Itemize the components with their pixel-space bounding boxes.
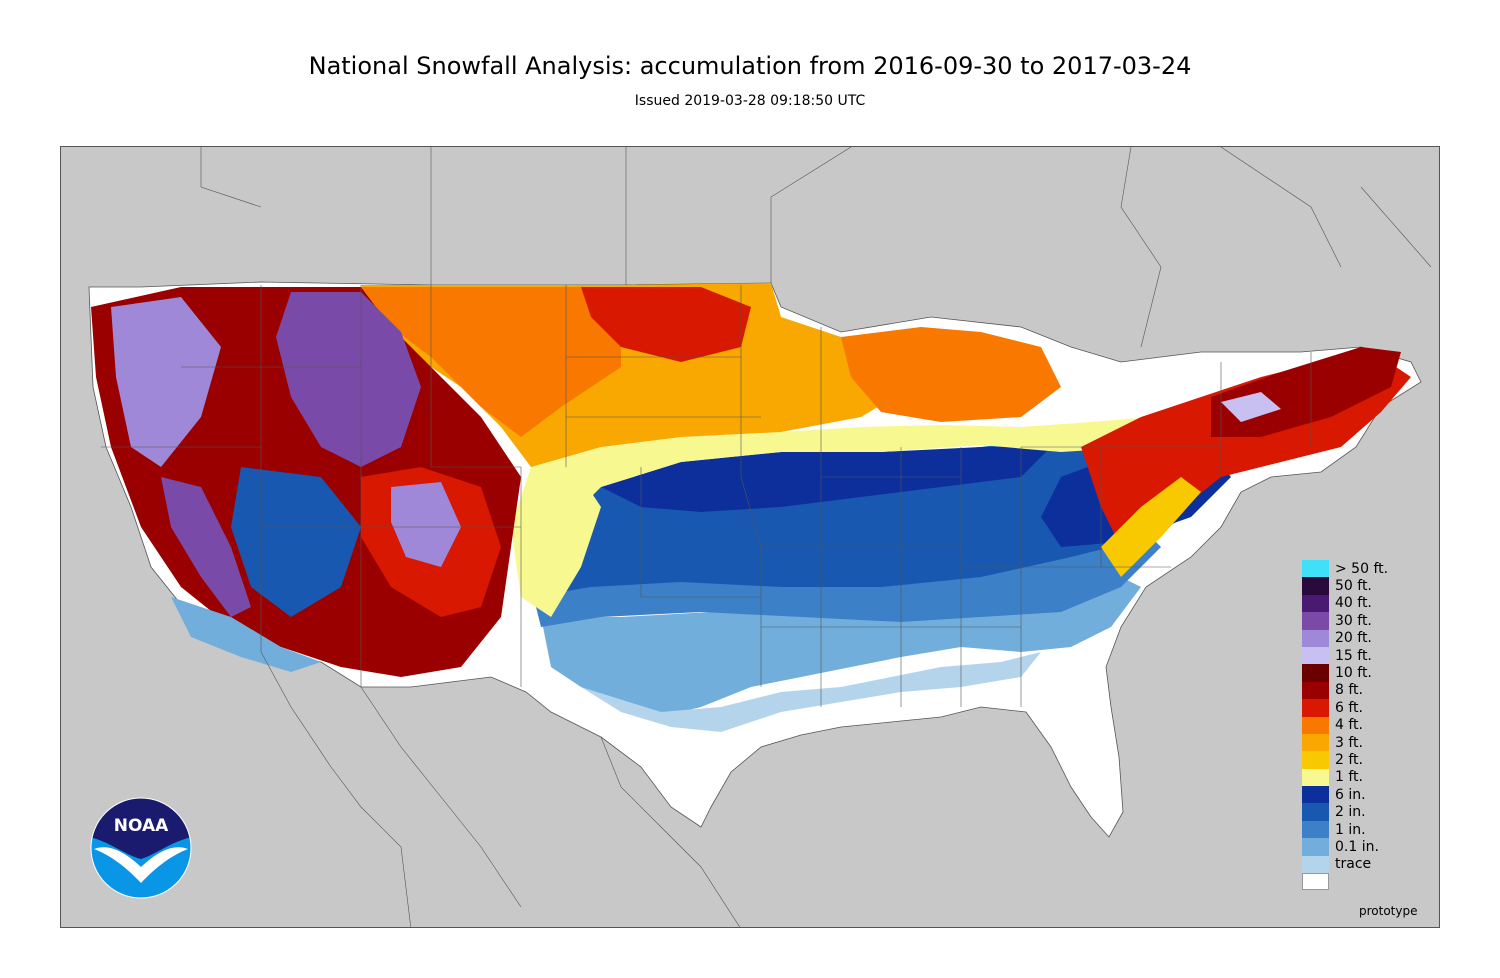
legend-item <box>1302 873 1388 891</box>
legend-item: > 50 ft. <box>1302 560 1389 578</box>
band-4ft <box>361 287 621 437</box>
legend-swatch <box>1302 786 1329 804</box>
band-trace <box>581 652 1041 732</box>
legend-swatch <box>1302 733 1329 752</box>
legend-label: 1 ft. <box>1335 769 1363 786</box>
legend-label: trace <box>1335 856 1372 873</box>
legend-item: 2 in. <box>1302 803 1388 821</box>
legend-item: 30 ft. <box>1302 612 1388 630</box>
legend-label: 2 ft. <box>1335 751 1363 768</box>
legend-item: 1 in. <box>1302 820 1388 839</box>
band-1ft-west <box>511 467 601 617</box>
legend-swatch <box>1302 803 1329 821</box>
legend-item: 50 ft. <box>1302 577 1388 595</box>
legend-item: 6 ft. <box>1302 699 1388 717</box>
legend-swatch <box>1302 646 1329 665</box>
legend-swatch <box>1302 612 1329 630</box>
legend-label: 10 ft. <box>1335 665 1372 682</box>
legend-label: 6 ft. <box>1335 699 1363 716</box>
legend-swatch <box>1302 838 1329 856</box>
legend-label: 15 ft. <box>1335 647 1372 664</box>
band-20ft-west <box>111 297 221 467</box>
legend-label: 50 ft. <box>1335 578 1372 595</box>
legend-label: 3 ft. <box>1335 734 1363 751</box>
legend-item: 1 ft. <box>1302 768 1388 787</box>
legend-swatch <box>1302 577 1329 595</box>
legend-swatch <box>1302 873 1329 891</box>
legend-swatch <box>1302 664 1329 682</box>
band-15ft-ne <box>1221 392 1281 422</box>
band-2ft-ne <box>1101 477 1201 577</box>
legend-swatch <box>1302 629 1329 647</box>
band-1ft <box>521 417 1231 547</box>
legend-label: 40 ft. <box>1335 595 1372 612</box>
noaa-logo-text: NOAA <box>114 816 169 836</box>
legend-label: 1 in. <box>1335 821 1366 838</box>
legend-swatch <box>1302 716 1329 734</box>
snowfall-legend: > 50 ft. 50 ft. 40 ft. 30 ft. 20 ft. 15 ft. 10… <box>1302 560 1389 891</box>
band-30ft-sierra <box>161 477 251 617</box>
band-0.1in-southwest <box>171 597 321 672</box>
map-canvas <box>88 147 1432 927</box>
snowfall-map[interactable]: prototype <box>60 146 1440 928</box>
legend-label: > 50 ft. <box>1335 560 1389 577</box>
legend-item: 6 in. <box>1302 786 1388 804</box>
legend-swatch <box>1302 751 1329 769</box>
legend-label: 30 ft. <box>1335 612 1372 629</box>
legend-item: 8 ft. <box>1302 681 1388 700</box>
legend-label: 6 in. <box>1335 786 1366 803</box>
state-borders <box>101 285 1312 707</box>
map-title: National Snowfall Analysis: accumulation… <box>308 52 1192 80</box>
issued-timestamp: Issued 2019-03-28 09:18:50 UTC <box>634 93 866 109</box>
legend-item: 3 ft. <box>1302 733 1388 752</box>
band-4ft-lakes <box>841 327 1061 422</box>
band-6ft-dakotas <box>581 287 751 362</box>
legend-swatch <box>1302 820 1329 839</box>
legend-item: 2 ft. <box>1302 751 1388 769</box>
legend-item: 0.1 in. <box>1302 838 1388 856</box>
band-1in <box>531 527 1161 627</box>
noaa-logo: NOAA <box>90 797 192 899</box>
prototype-watermark: prototype <box>1359 904 1418 918</box>
legend-swatch <box>1302 855 1329 874</box>
legend-item: 4 ft. <box>1302 716 1388 734</box>
legend-item: 20 ft. <box>1302 629 1388 647</box>
international-lines <box>200 147 1432 927</box>
legend-item: 10 ft. <box>1302 664 1388 682</box>
legend-label: 4 ft. <box>1335 717 1363 734</box>
legend-label: 8 ft. <box>1335 682 1363 699</box>
legend-item: trace <box>1302 855 1388 874</box>
legend-swatch <box>1302 699 1329 717</box>
legend-swatch <box>1302 594 1329 613</box>
legend-swatch <box>1302 681 1329 700</box>
legend-label: 2 in. <box>1335 804 1366 821</box>
legend-item: 40 ft. <box>1302 594 1388 613</box>
legend-swatch <box>1302 768 1329 787</box>
band-6in <box>601 447 1051 512</box>
legend-label: 0.1 in. <box>1335 838 1379 855</box>
band-6in-basin <box>231 467 361 617</box>
legend-item: 15 ft. <box>1302 646 1388 665</box>
legend-label: 20 ft. <box>1335 630 1372 647</box>
band-30ft-rockies <box>276 292 421 467</box>
legend-swatch <box>1302 560 1329 578</box>
band-20ft-colorado <box>391 482 461 567</box>
